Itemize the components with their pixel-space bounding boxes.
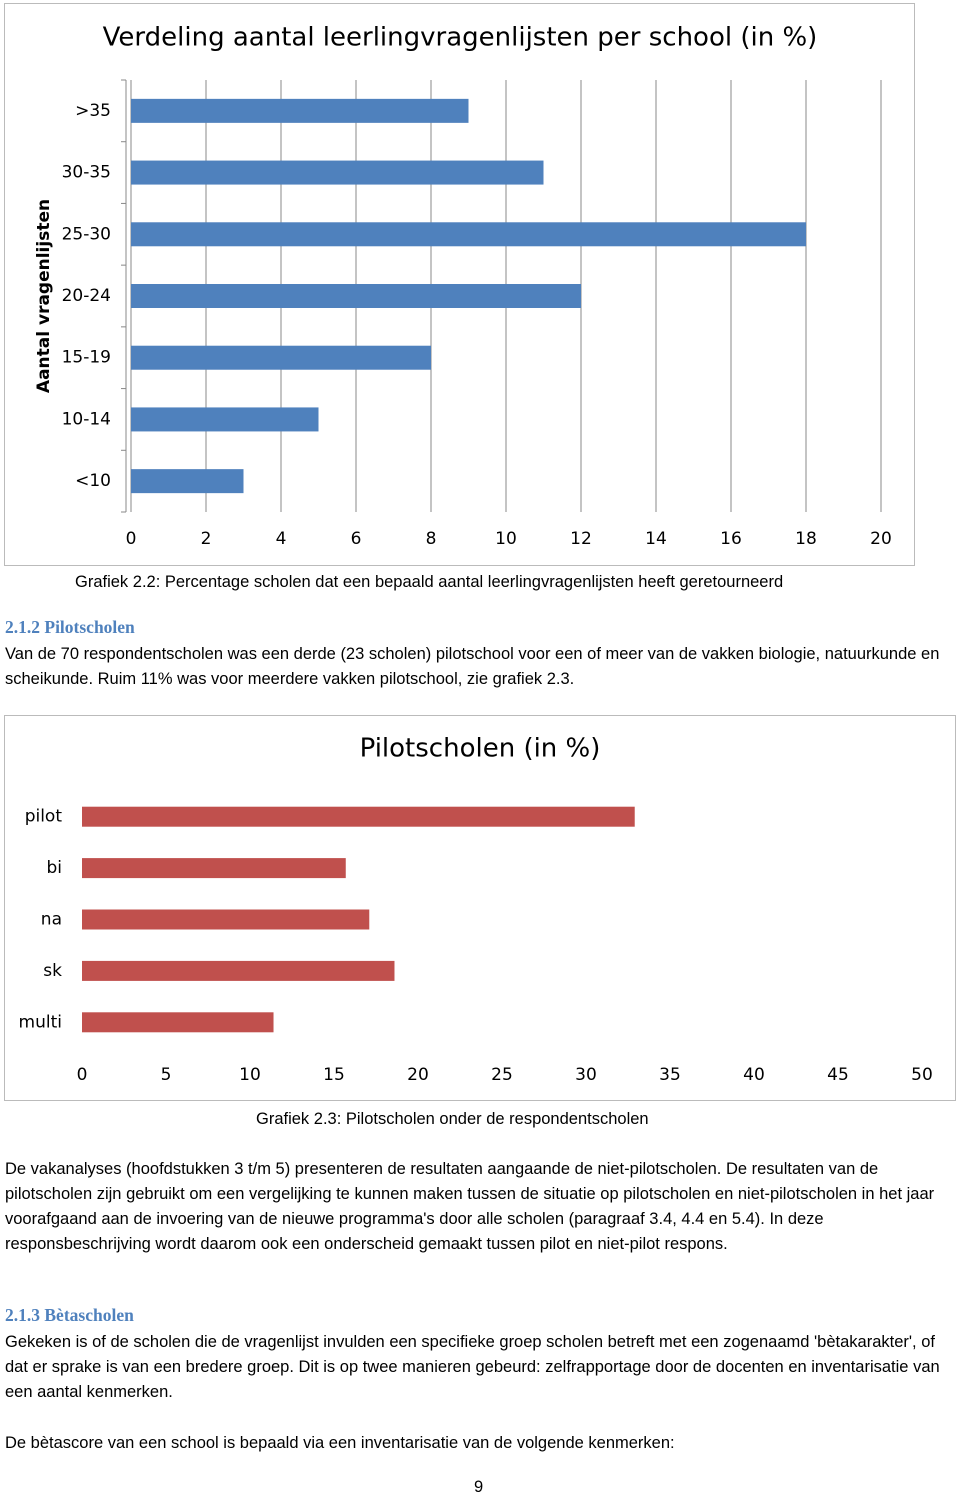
y-tick-label: >35	[75, 101, 111, 121]
x-tick-label: 12	[570, 529, 592, 549]
bar	[82, 858, 346, 879]
caption: Grafiek 2.2: Percentage scholen dat een …	[75, 573, 784, 591]
bar	[82, 909, 370, 930]
paragraph: De bètascore van een school is bepaald v…	[5, 1434, 675, 1452]
bar	[131, 160, 544, 185]
y-tick-label: bi	[46, 858, 62, 878]
chart-frame	[4, 715, 956, 1101]
bar	[82, 806, 635, 827]
x-tick-label: 20	[407, 1065, 429, 1085]
page-number: 9	[474, 1478, 484, 1496]
y-axis-label: Aantal vragenlijsten	[34, 199, 54, 393]
y-tick-label: 15-19	[62, 348, 111, 368]
bar	[131, 98, 469, 123]
x-tick-label: 50	[911, 1065, 933, 1085]
x-tick-label: 4	[276, 529, 287, 549]
heading: 2.1.2 Pilotscholen	[5, 617, 135, 637]
bar	[131, 345, 431, 370]
x-tick-label: 2	[201, 529, 212, 549]
paragraph: De vakanalyses (hoofdstukken 3 t/m 5) pr…	[5, 1160, 935, 1253]
chart-title: Pilotscholen (in %)	[360, 734, 601, 764]
x-tick-label: 10	[495, 529, 517, 549]
x-tick-label: 8	[426, 529, 437, 549]
x-tick-label: 5	[161, 1065, 172, 1085]
paragraph: Van de 70 respondentscholen was een derd…	[5, 645, 940, 688]
y-tick-label: 20-24	[62, 286, 111, 306]
x-tick-label: 16	[720, 529, 742, 549]
x-tick-label: 30	[575, 1065, 597, 1085]
x-tick-label: 20	[870, 529, 892, 549]
y-tick-label: pilot	[25, 807, 63, 827]
x-tick-label: 25	[491, 1065, 513, 1085]
caption: Grafiek 2.3: Pilotscholen onder de respo…	[256, 1110, 649, 1128]
x-tick-label: 40	[743, 1065, 765, 1085]
bar	[131, 407, 319, 432]
x-tick-label: 10	[239, 1065, 261, 1085]
y-tick-label: <10	[75, 471, 111, 491]
bar	[82, 960, 395, 981]
chart-title: Verdeling aantal leerlingvragenlijsten p…	[103, 23, 818, 53]
heading: 2.1.3 Bètascholen	[5, 1305, 134, 1325]
x-tick-label: 35	[659, 1065, 681, 1085]
bar	[131, 469, 244, 494]
bar	[82, 1012, 274, 1033]
bar	[131, 222, 806, 247]
x-tick-label: 45	[827, 1065, 849, 1085]
x-tick-label: 6	[351, 529, 362, 549]
y-tick-label: 10-14	[62, 409, 111, 429]
paragraph: Gekeken is of de scholen die de vragenli…	[5, 1333, 940, 1401]
y-tick-label: multi	[19, 1012, 62, 1032]
y-tick-label: 25-30	[62, 224, 111, 244]
y-tick-label: 30-35	[62, 163, 111, 183]
y-tick-label: sk	[43, 961, 62, 981]
x-tick-label: 14	[645, 529, 667, 549]
x-tick-label: 18	[795, 529, 817, 549]
x-tick-label: 0	[126, 529, 137, 549]
bar	[131, 284, 581, 308]
y-tick-label: na	[41, 910, 62, 930]
x-tick-label: 15	[323, 1065, 345, 1085]
x-tick-label: 0	[77, 1065, 88, 1085]
